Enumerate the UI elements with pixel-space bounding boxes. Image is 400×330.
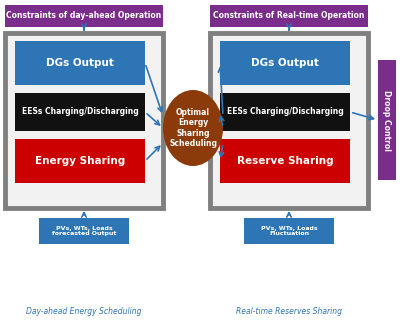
Ellipse shape bbox=[163, 90, 223, 166]
Bar bbox=[220, 41, 350, 85]
Bar bbox=[15, 93, 145, 131]
Bar bbox=[39, 218, 129, 244]
Text: Droop Control: Droop Control bbox=[382, 89, 392, 150]
Bar bbox=[220, 93, 350, 131]
Text: EESs Charging/Discharging: EESs Charging/Discharging bbox=[227, 108, 343, 116]
Text: Energy Sharing: Energy Sharing bbox=[35, 156, 125, 166]
Text: Constraints of day-ahead Operation: Constraints of day-ahead Operation bbox=[6, 12, 162, 20]
Bar bbox=[378, 60, 396, 180]
Text: PVs, WTs, Loads
Fluctuation: PVs, WTs, Loads Fluctuation bbox=[261, 226, 317, 236]
Bar bbox=[210, 5, 368, 27]
Bar bbox=[220, 139, 350, 183]
Text: DGs Output: DGs Output bbox=[46, 58, 114, 68]
Bar bbox=[5, 33, 163, 208]
Text: DGs Output: DGs Output bbox=[251, 58, 319, 68]
Text: Reserve Sharing: Reserve Sharing bbox=[237, 156, 333, 166]
Bar bbox=[210, 33, 368, 208]
Bar bbox=[15, 41, 145, 85]
Text: Optimal
Energy
Sharing
Scheduling: Optimal Energy Sharing Scheduling bbox=[169, 108, 217, 148]
Text: EESs Charging/Discharging: EESs Charging/Discharging bbox=[22, 108, 138, 116]
Text: Constraints of Real-time Operation: Constraints of Real-time Operation bbox=[213, 12, 365, 20]
Text: PVs, WTs, Loads
forecasted Output: PVs, WTs, Loads forecasted Output bbox=[52, 226, 116, 236]
Bar bbox=[244, 218, 334, 244]
Bar bbox=[15, 139, 145, 183]
Bar bbox=[5, 5, 163, 27]
Text: Real-time Reserves Sharing: Real-time Reserves Sharing bbox=[236, 308, 342, 316]
Text: Day-ahead Energy Scheduling: Day-ahead Energy Scheduling bbox=[26, 308, 142, 316]
